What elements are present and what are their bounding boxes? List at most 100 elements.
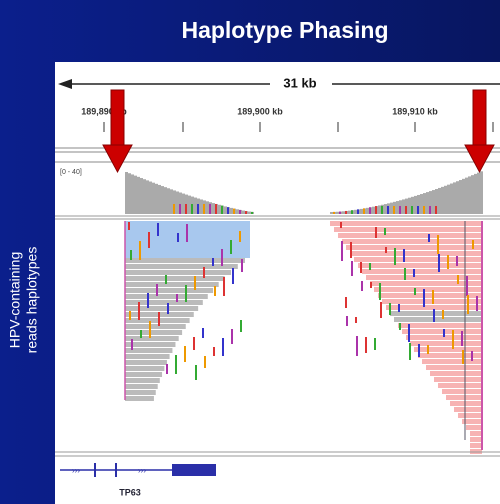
shape [125, 372, 162, 377]
shape [366, 208, 369, 214]
shape [470, 443, 482, 448]
shape [184, 346, 186, 362]
shape [465, 178, 468, 214]
shape [125, 384, 158, 389]
shape [354, 257, 482, 262]
shape [345, 297, 347, 308]
shape [125, 264, 238, 269]
shape [350, 242, 352, 258]
title: Haplotype Phasing [181, 17, 388, 43]
shape [420, 194, 423, 214]
shape [140, 330, 142, 338]
shape [443, 329, 445, 337]
shape [342, 239, 482, 244]
shape [446, 395, 482, 400]
shape [193, 337, 195, 350]
shape [185, 285, 187, 302]
shape [129, 311, 131, 320]
shape [402, 199, 405, 214]
shape [408, 198, 411, 214]
shape [248, 212, 251, 214]
shape [402, 329, 482, 334]
shape [125, 360, 167, 365]
shape [239, 210, 241, 214]
shape [394, 248, 396, 265]
shape [408, 324, 410, 342]
shape [398, 323, 482, 328]
shape [125, 390, 156, 395]
shape [471, 175, 474, 214]
shape [125, 378, 160, 383]
shape [411, 206, 413, 214]
shape [188, 196, 191, 214]
shape [149, 321, 151, 338]
shape [437, 235, 439, 254]
shape [125, 336, 179, 341]
page: Haplotype Phasing 31 kb 189,890 kb 189,9… [0, 0, 500, 504]
shape [148, 232, 150, 248]
shape [339, 212, 341, 214]
shape [456, 256, 458, 266]
shape [213, 347, 215, 356]
shape [340, 222, 342, 228]
shape [125, 324, 186, 329]
shape [454, 407, 482, 412]
shape [418, 344, 420, 357]
shape [206, 201, 209, 214]
shape [467, 295, 469, 314]
shape [125, 282, 219, 287]
shape [125, 318, 190, 323]
shape [394, 317, 482, 322]
shape [360, 209, 363, 214]
shape [146, 180, 149, 214]
shape [167, 188, 170, 214]
shape [182, 194, 185, 214]
shape [477, 173, 480, 214]
svg-text:›››: ››› [72, 466, 80, 475]
shape [209, 204, 211, 214]
shape [384, 228, 386, 235]
shape [363, 208, 365, 214]
shape [410, 341, 482, 346]
shape [432, 190, 435, 214]
side-label-line: HPV-containing [7, 252, 23, 349]
shape [221, 249, 223, 266]
shape [381, 206, 383, 214]
shape [223, 277, 225, 296]
shape [125, 270, 231, 275]
tick-label: 189,900 kb [237, 106, 283, 116]
shape [233, 209, 235, 214]
shape [458, 413, 482, 418]
shape [125, 366, 164, 371]
shape [125, 306, 198, 311]
shape [128, 173, 131, 214]
shape [203, 267, 205, 278]
shape [200, 199, 203, 214]
shape [447, 255, 449, 269]
shape [387, 206, 389, 214]
shape [333, 212, 335, 214]
shape [227, 207, 229, 214]
shape [390, 203, 393, 214]
shape [170, 189, 173, 214]
shape [423, 289, 425, 307]
shape [444, 186, 447, 214]
shape [185, 204, 187, 214]
shape [404, 268, 406, 280]
shape [330, 212, 333, 214]
shape [389, 303, 391, 315]
shape [194, 276, 196, 290]
shape [336, 212, 339, 214]
slide: Haplotype Phasing 31 kb 189,890 kb 189,9… [0, 0, 500, 504]
shape [476, 296, 478, 311]
shape [346, 245, 482, 250]
shape [413, 269, 415, 277]
shape [158, 185, 161, 214]
shape [450, 401, 482, 406]
shape [384, 204, 387, 214]
shape [221, 206, 223, 214]
svg-text:›››: ››› [138, 466, 146, 475]
shape [355, 317, 357, 323]
shape [161, 186, 164, 214]
shape [470, 437, 482, 442]
